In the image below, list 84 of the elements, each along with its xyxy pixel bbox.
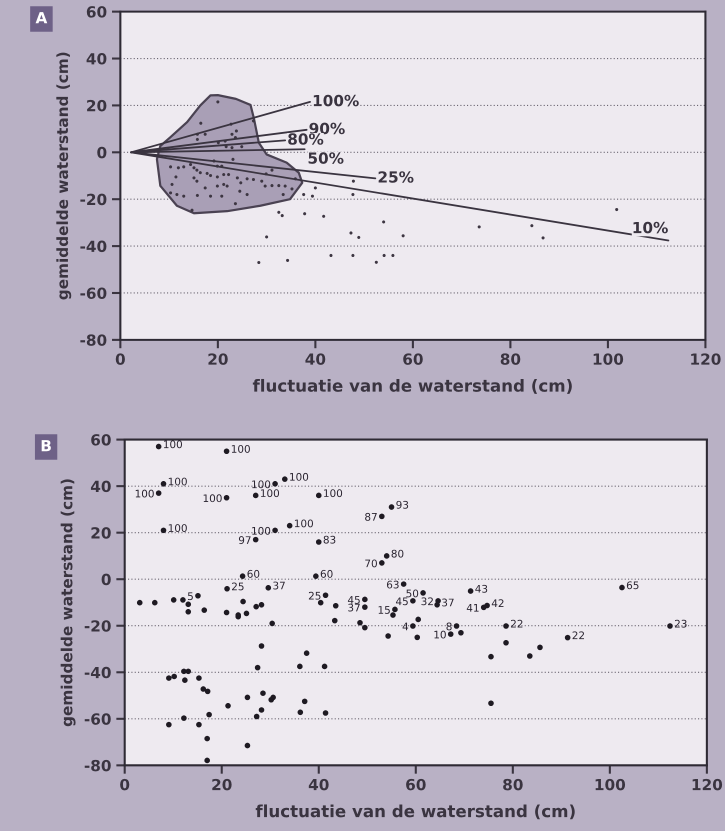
annotation: 8 <box>446 622 452 630</box>
annotation: 22 <box>510 620 522 628</box>
y-tick-label: 20 <box>87 100 106 112</box>
series-label: 25% <box>378 171 414 183</box>
annotation: 60 <box>320 570 333 578</box>
x-tick-label: 120 <box>691 353 721 365</box>
annotation: 87 <box>365 512 377 521</box>
x-tick-label: 60 <box>403 353 423 365</box>
annotation: 65 <box>626 581 638 590</box>
y-axis-title: gemiddelde waterstand (cm) <box>56 52 72 300</box>
annotation: 80 <box>392 550 404 558</box>
annotation: 63 <box>386 580 399 589</box>
annotation: 100 <box>252 526 270 535</box>
y-tick-label: -60 <box>80 287 106 300</box>
annotation: 37 <box>348 604 360 612</box>
series-label: 100% <box>314 94 359 106</box>
annotation: 43 <box>475 584 488 593</box>
annotation: 100 <box>204 494 222 502</box>
annotation: 100 <box>168 478 187 486</box>
x-tick-label: 80 <box>503 778 523 790</box>
annotation: 25 <box>232 582 244 590</box>
x-axis-title: fluctuatie van de waterstand (cm) <box>252 378 572 394</box>
y-tick-label: 20 <box>91 527 111 539</box>
annotation: 45 <box>396 598 408 606</box>
annotation: 37 <box>273 582 285 590</box>
y-tick-label: 0 <box>102 574 111 586</box>
chart-title: B <box>42 440 51 452</box>
annotation: 23 <box>674 620 687 628</box>
x-tick-label: 100 <box>594 353 624 365</box>
annotation: 100 <box>232 444 250 453</box>
annotation: 60 <box>247 570 260 578</box>
x-tick-label: 20 <box>212 778 232 790</box>
annotation: 97 <box>238 536 251 544</box>
y-axis-title: gemiddelde waterstand (cm) <box>60 479 76 726</box>
annotation: 100 <box>136 490 154 498</box>
chart-title: A <box>36 12 48 24</box>
annotation: 100 <box>164 440 182 448</box>
annotation: 25 <box>308 592 320 600</box>
y-tick-label: 60 <box>86 6 106 18</box>
annotation: 100 <box>290 472 308 481</box>
annotation: 42 <box>492 599 504 607</box>
annotation: 15 <box>378 606 390 614</box>
annotation: 70 <box>365 559 377 568</box>
series-label: 10% <box>634 222 668 234</box>
y-tick-label: -80 <box>80 334 106 346</box>
x-tick-label: 80 <box>500 353 520 365</box>
y-tick-label: 40 <box>86 52 106 65</box>
annotation: 22 <box>572 631 584 640</box>
annotation: 93 <box>396 500 408 509</box>
y-tick-label: 0 <box>97 146 106 158</box>
x-tick-label: 40 <box>308 778 329 790</box>
annotation: 41 <box>466 604 479 612</box>
y-tick-label: -80 <box>84 760 111 772</box>
annotation: 100 <box>168 524 187 532</box>
y-tick-label: 40 <box>90 480 111 492</box>
annotation: 100 <box>324 489 342 498</box>
x-tick-label: 0 <box>116 353 125 365</box>
series-label: 90% <box>309 122 345 134</box>
annotation: 4 <box>402 622 408 630</box>
y-tick-label: -40 <box>80 240 106 252</box>
annotation: 83 <box>324 536 336 544</box>
x-tick-label: 0 <box>120 778 130 790</box>
annotation: 5 <box>188 592 193 600</box>
annotation: 100 <box>261 489 280 498</box>
x-tick-label: 100 <box>596 778 626 790</box>
annotation: 100 <box>252 480 270 488</box>
x-tick-label: 120 <box>692 778 722 790</box>
series-label: 50% <box>308 152 344 164</box>
annotation: 32 <box>421 597 433 606</box>
y-tick-label: -20 <box>80 194 106 206</box>
x-axis-title: fluctuatie van de waterstand (cm) <box>256 804 575 820</box>
y-tick-label: -40 <box>84 666 111 678</box>
annotation: 100 <box>294 519 314 528</box>
y-tick-label: -20 <box>84 620 111 632</box>
series-label: 80% <box>288 133 324 145</box>
x-tick-label: 60 <box>406 778 426 790</box>
x-tick-label: 20 <box>208 353 228 365</box>
y-tick-label: 60 <box>91 434 111 446</box>
annotation: 10 <box>434 630 446 639</box>
annotation: 45 <box>348 596 360 604</box>
annotation: 37 <box>442 598 454 606</box>
y-tick-label: -60 <box>84 713 111 725</box>
annotation: 50 <box>406 589 418 598</box>
x-tick-label: 40 <box>305 353 326 365</box>
